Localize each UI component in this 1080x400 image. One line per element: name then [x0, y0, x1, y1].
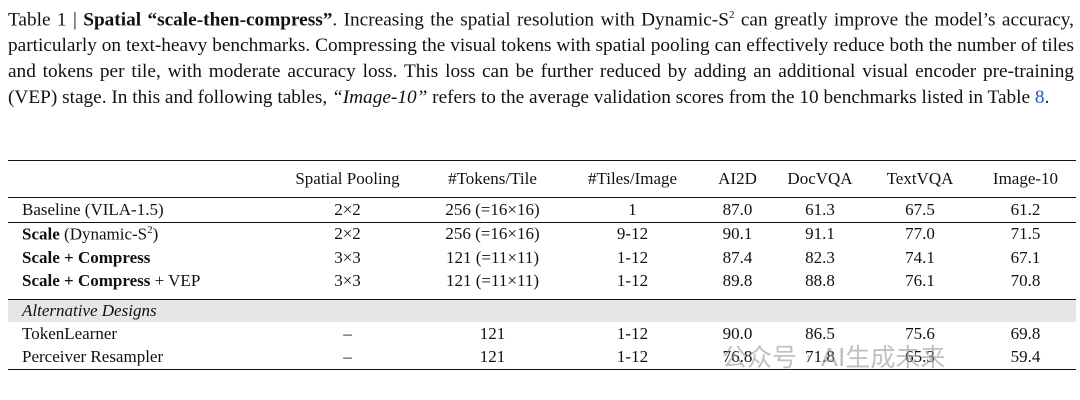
- cell: 256 (=16×16): [445, 224, 540, 244]
- caption-ref[interactable]: 8: [1034, 87, 1045, 109]
- cell: 121 (=11×11): [446, 271, 539, 291]
- table-body: Spatial Pooling #Tokens/Tile #Tiles/Image A…: [8, 160, 1076, 370]
- cell: 3×3: [334, 247, 361, 267]
- results-table: Spatial Pooling #Tokens/Tile #Tiles/Image A…: [8, 160, 1076, 370]
- cell: 1-12: [616, 323, 649, 343]
- header-cell: AI2D: [718, 169, 757, 188]
- row: Baseline (VILA-1.5) 2×2 256 (=16×16) 1 87.0 6…: [8, 197, 1076, 223]
- cell: 61.2: [1010, 199, 1041, 219]
- cell: 121: [479, 323, 506, 343]
- caption-text: refers to the average validation scores …: [427, 87, 1035, 109]
- cell: 77.0: [905, 224, 935, 244]
- cell: 1-12: [616, 247, 649, 267]
- header-cell: #Tiles/Image: [587, 169, 678, 188]
- cell: 61.3: [805, 199, 835, 219]
- label-text: ): [152, 224, 159, 244]
- cell: 90.1: [722, 224, 753, 244]
- cell: 71.5: [1010, 224, 1041, 244]
- header-row: Spatial Pooling #Tokens/Tile #Tiles/Image A…: [8, 160, 1076, 198]
- caption: Table 1 | Spatial “scale-then-compress”.…: [8, 2, 1074, 111]
- cell: 2×2: [334, 199, 361, 219]
- cell: 88.8: [805, 271, 835, 291]
- cell: 75.6: [905, 323, 935, 343]
- cell: 87.0: [722, 199, 753, 219]
- cell: 1: [628, 199, 637, 219]
- caption-label: Table 1 |: [8, 9, 77, 31]
- section-label: Alternative Designs: [8, 299, 1076, 322]
- cell: 1-12: [616, 271, 649, 291]
- label-bold: Scale: [22, 224, 60, 244]
- cell: 87.4: [722, 247, 753, 267]
- label-sup: 2: [147, 223, 153, 236]
- caption-sup: 2: [728, 9, 735, 21]
- cell: 76.1: [905, 271, 935, 291]
- row: Scale + Compress + VEP 3×3 121 (=11×11) 1-1…: [8, 270, 1076, 294]
- row-label: Perceiver Resampler: [22, 347, 164, 367]
- cell: –: [343, 323, 352, 343]
- label-text: (Dynamic-S: [64, 224, 148, 244]
- cell: 65.3: [905, 347, 935, 367]
- label-text: + VEP: [154, 271, 201, 291]
- row-label: Scale + Compress + VEP: [8, 270, 275, 294]
- header-cell: DocVQA: [787, 169, 853, 188]
- header-cell: #Tokens/Tile: [448, 169, 537, 188]
- cell: 71.8: [805, 347, 835, 367]
- cell: 76.8: [722, 347, 753, 367]
- cell: 91.1: [805, 224, 835, 244]
- label-bold: Scale + Compress: [22, 271, 151, 291]
- cell: 121 (=11×11): [446, 247, 539, 267]
- caption-title: Spatial “scale-then-compress”: [83, 9, 333, 31]
- caption-text: can greatly improve the model’s accuracy…: [8, 9, 1074, 109]
- section-row: Alternative Designs: [8, 299, 1076, 322]
- cell: 86.5: [805, 323, 835, 343]
- cell: 67.1: [1010, 247, 1041, 267]
- row: TokenLearner – 121 1-12 90.0 86.5 75.6 69.8: [8, 322, 1076, 346]
- cell: –: [343, 347, 352, 367]
- row-label: TokenLearner: [22, 323, 118, 343]
- cell: 9-12: [616, 224, 649, 244]
- label-bold: Scale + Compress: [22, 247, 151, 267]
- caption-end: .: [1044, 87, 1050, 109]
- cell: 256 (=16×16): [445, 199, 540, 219]
- header-cell: TextVQA: [886, 169, 954, 188]
- row: Perceiver Resampler – 121 1-12 76.8 71.8 65.3 5…: [8, 346, 1076, 370]
- cell: 59.4: [1010, 347, 1041, 367]
- cell: 69.8: [1010, 323, 1041, 343]
- cell: 89.8: [722, 271, 753, 291]
- caption-text: . Increasing the spatial resolution with…: [332, 9, 729, 31]
- header-cell: Image-10: [992, 169, 1059, 188]
- cell: 70.8: [1010, 271, 1041, 291]
- header-cell: [8, 161, 275, 198]
- cell: 67.5: [905, 199, 935, 219]
- row: Scale (Dynamic-S2) 2×2 256 (=16×16) 9-12 90.…: [8, 222, 1076, 246]
- cell: 82.3: [805, 247, 835, 267]
- row: Scale + Compress 3×3 121 (=11×11) 1-12 87.4 8…: [8, 246, 1076, 270]
- watermark: 公众号 · AI生成未来: [722, 343, 946, 372]
- cell: 90.0: [722, 323, 753, 343]
- row-label: Scale (Dynamic-S2): [8, 222, 275, 246]
- row-label: Scale + Compress: [8, 246, 275, 270]
- cell: 1-12: [616, 347, 649, 367]
- header-cell: Spatial Pooling: [295, 169, 400, 188]
- cell: 74.1: [905, 247, 935, 267]
- cell: 121: [479, 347, 506, 367]
- cell: 3×3: [334, 271, 361, 291]
- row-label: Baseline (VILA-1.5): [22, 199, 164, 219]
- cell: 2×2: [334, 224, 361, 244]
- caption-italic: “Image-10”: [331, 87, 428, 109]
